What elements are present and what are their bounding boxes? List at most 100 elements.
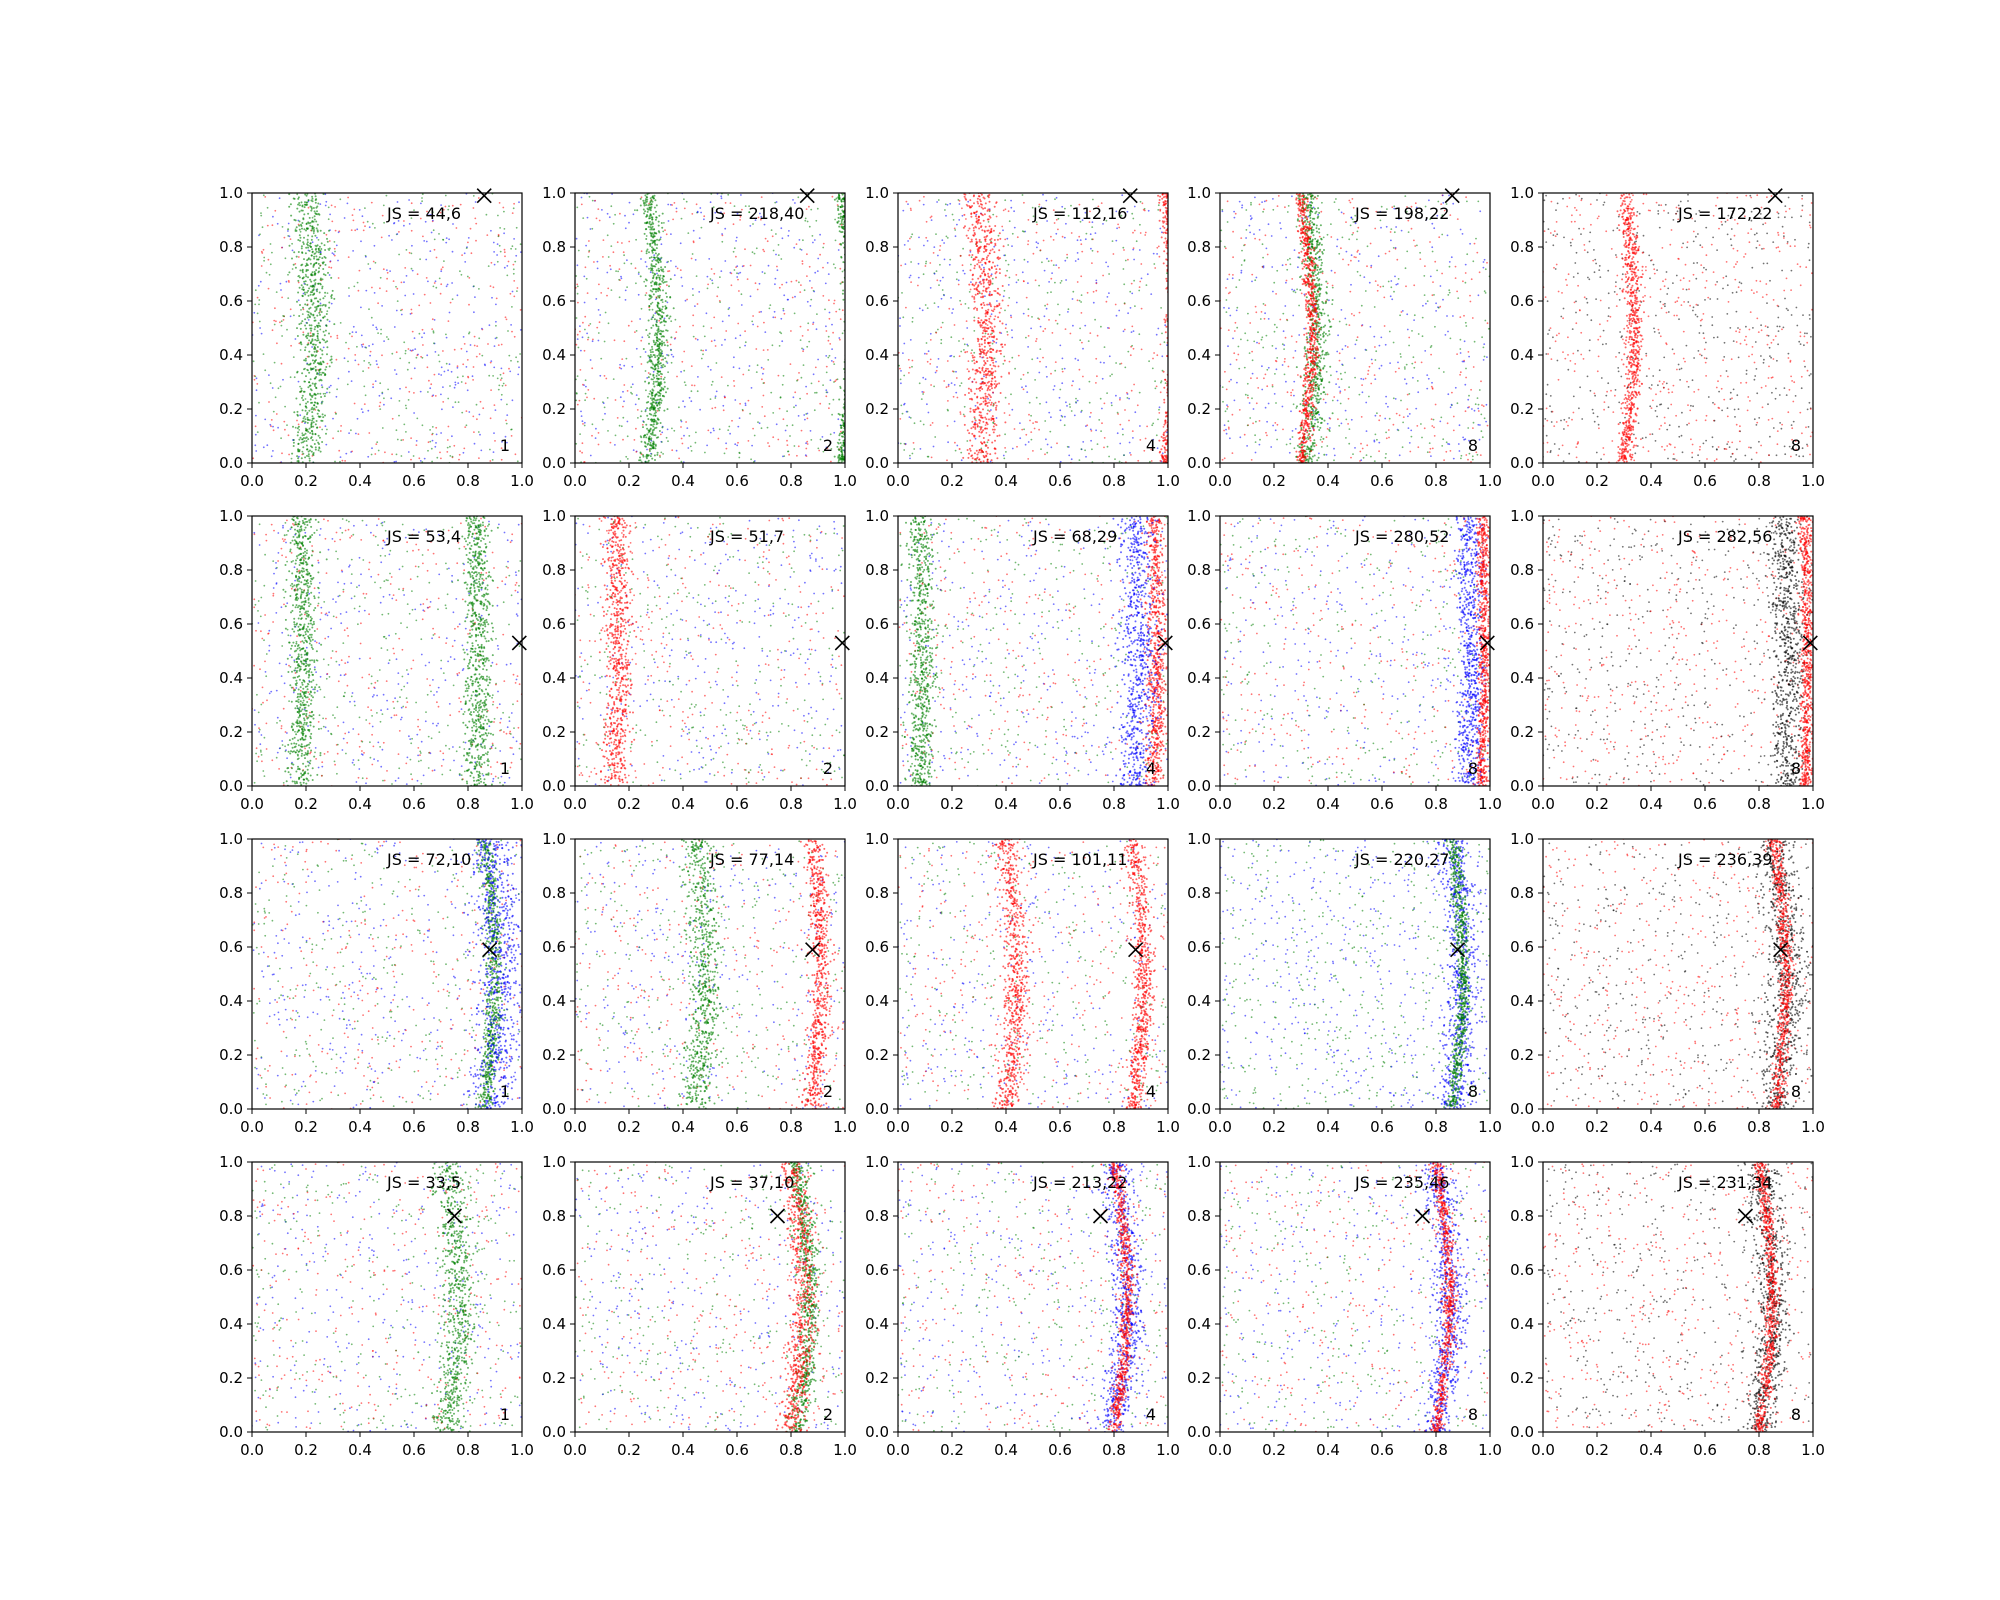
scatter-point xyxy=(297,196,300,199)
scatter-point xyxy=(818,449,821,452)
scatter-point xyxy=(1151,367,1154,370)
scatter-point xyxy=(644,194,647,197)
scatter-point xyxy=(369,363,372,366)
scatter-point xyxy=(431,318,434,321)
scatter-point xyxy=(516,360,519,363)
scatter-point xyxy=(654,332,657,335)
scatter-point xyxy=(1165,202,1168,205)
scatter-point xyxy=(584,399,586,402)
scatter-point xyxy=(273,319,276,322)
y-tick-label: 0.6 xyxy=(542,292,566,310)
scatter-point xyxy=(319,249,322,252)
scatter-point xyxy=(1150,293,1153,295)
scatter-point xyxy=(311,417,314,420)
scatter-point xyxy=(899,418,902,420)
scatter-point xyxy=(1124,366,1127,369)
scatter-point xyxy=(619,460,622,462)
scatter-point xyxy=(849,266,851,268)
scatter-point xyxy=(310,280,313,283)
scatter-point xyxy=(857,355,859,357)
scatter-point xyxy=(761,406,764,408)
scatter-point xyxy=(983,266,985,269)
scatter-point xyxy=(797,196,800,199)
scatter-point xyxy=(330,358,333,361)
scatter-point xyxy=(1095,429,1097,432)
scatter-point xyxy=(1046,303,1049,306)
scatter-point xyxy=(645,436,648,439)
scatter-point xyxy=(654,409,657,412)
scatter-point xyxy=(1076,252,1079,254)
scatter-point xyxy=(1171,353,1173,355)
scatter-point xyxy=(306,238,309,241)
scatter-point xyxy=(374,453,377,455)
scatter-point xyxy=(661,441,663,443)
scatter-point xyxy=(297,197,300,200)
scatter-point xyxy=(500,458,503,461)
scatter-point xyxy=(954,449,957,452)
scatter-point xyxy=(512,272,515,275)
scatter-point xyxy=(306,337,309,340)
scatter-point xyxy=(929,363,932,365)
scatter-point xyxy=(848,405,850,407)
scatter-point xyxy=(462,363,465,366)
scatter-point xyxy=(332,253,335,256)
scatter-point xyxy=(289,315,292,318)
scatter-point xyxy=(1110,404,1113,407)
scatter-point xyxy=(409,349,412,352)
scatter-point xyxy=(449,301,452,304)
scatter-point xyxy=(304,293,307,296)
scatter-point xyxy=(314,338,317,341)
scatter-point xyxy=(775,233,777,235)
scatter-point xyxy=(478,413,481,416)
scatter-point xyxy=(1174,293,1176,295)
scatter-point xyxy=(1131,430,1134,432)
scatter-point xyxy=(414,348,417,350)
scatter-point xyxy=(969,288,972,291)
scatter-point xyxy=(648,222,651,225)
scatter-point xyxy=(848,256,850,258)
y-tick-label: 0.8 xyxy=(542,238,566,256)
scatter-point xyxy=(258,401,260,404)
scatter-point xyxy=(840,231,843,234)
scatter-point xyxy=(649,271,652,274)
scatter-point xyxy=(848,239,850,241)
scatter-point xyxy=(658,283,661,286)
scatter-point xyxy=(324,256,327,259)
scatter-point xyxy=(314,272,317,275)
scatter-point xyxy=(652,339,655,342)
scatter-point xyxy=(651,232,654,235)
scatter-point xyxy=(925,342,928,344)
scatter-point xyxy=(1008,297,1011,299)
scatter-point xyxy=(426,354,429,357)
scatter-point xyxy=(665,339,668,342)
scatter-point xyxy=(833,455,836,458)
scatter-point xyxy=(408,390,411,393)
scatter-point xyxy=(899,317,901,320)
scatter-point xyxy=(317,415,320,418)
scatter-point xyxy=(660,401,663,404)
scatter-point xyxy=(333,323,336,326)
scatter-point xyxy=(254,425,257,428)
scatter-point xyxy=(1070,204,1072,207)
scatter-point xyxy=(652,354,655,356)
scatter-point xyxy=(761,378,763,381)
scatter-point xyxy=(660,364,663,367)
scatter-point xyxy=(811,287,813,289)
scatter-point xyxy=(324,274,327,277)
scatter-point xyxy=(756,288,759,291)
scatter-point xyxy=(1011,408,1014,411)
scatter-point xyxy=(298,234,301,237)
scatter-point xyxy=(848,369,850,371)
scatter-point xyxy=(441,408,443,411)
scatter-point xyxy=(1102,274,1104,277)
scatter-point xyxy=(434,445,437,448)
scatter-point xyxy=(467,237,470,239)
scatter-point xyxy=(360,408,363,410)
scatter-point xyxy=(405,407,408,410)
scatter-point xyxy=(1138,289,1141,292)
scatter-point xyxy=(276,222,279,225)
scatter-point xyxy=(1153,352,1155,354)
scatter-point xyxy=(647,334,649,337)
scatter-point xyxy=(680,420,683,423)
scatter-point xyxy=(1133,229,1136,232)
